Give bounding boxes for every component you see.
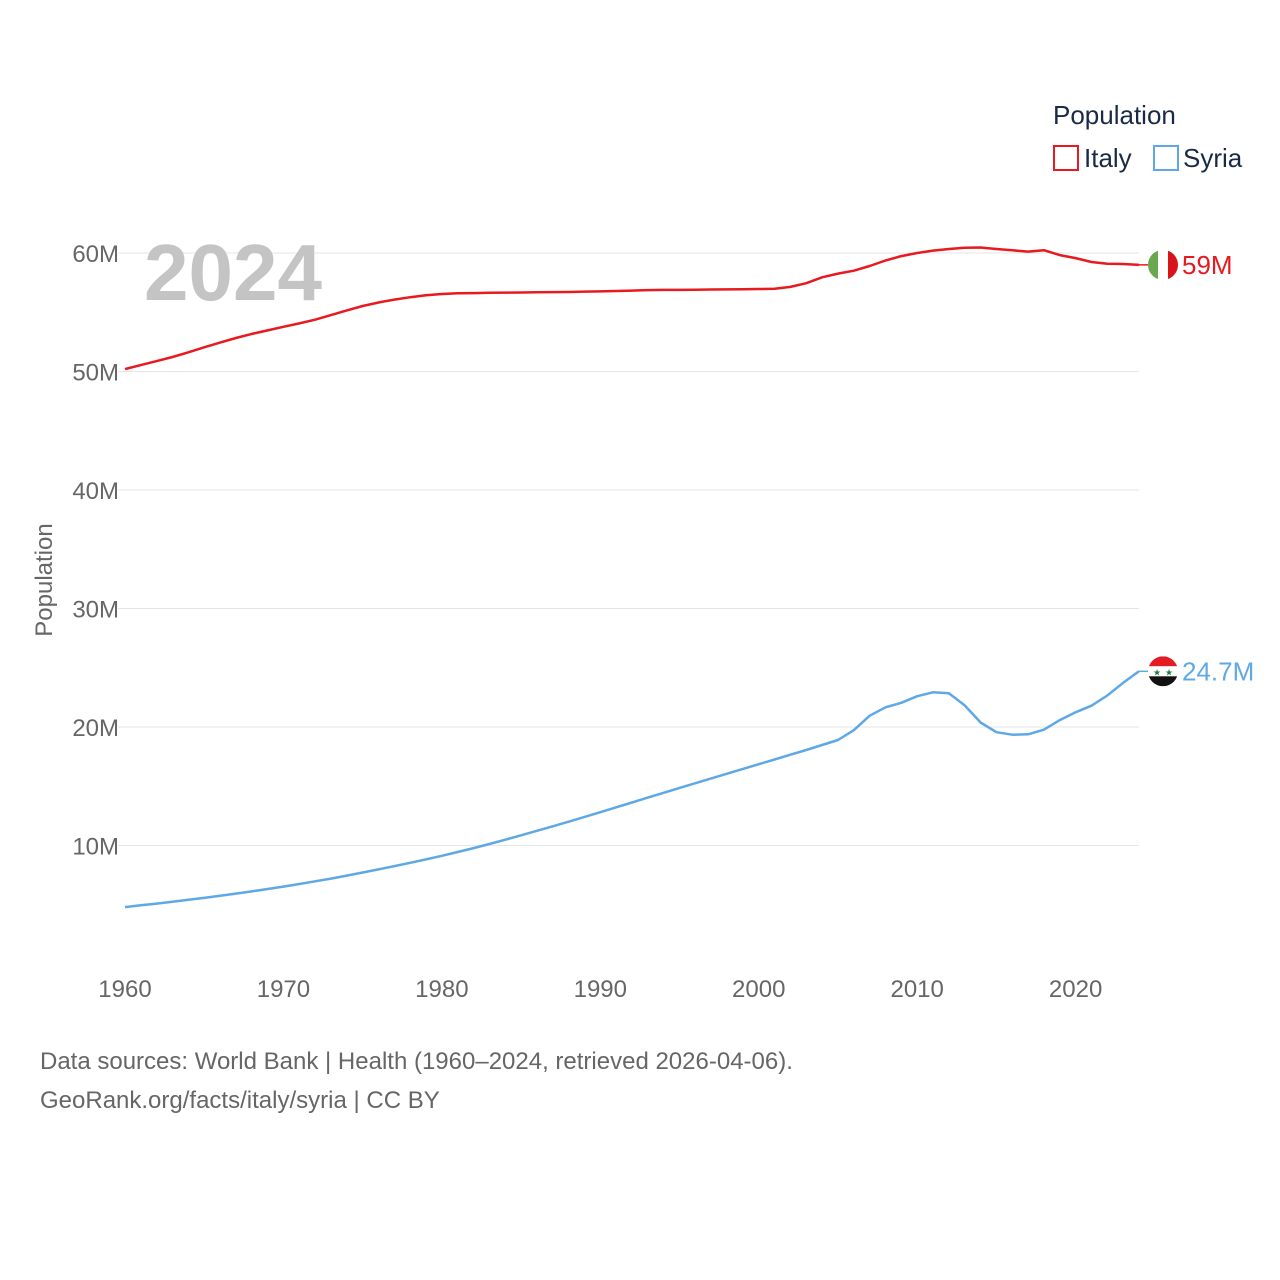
series-line-syria[interactable] (124, 670, 1140, 909)
series-end-markers: 59M★ ★ 24.7M (1139, 249, 1254, 687)
legend-label-italy: Italy (1084, 143, 1132, 173)
svg-text:★: ★ (1165, 667, 1173, 677)
legend-swatch-italy (1053, 145, 1079, 171)
source-line-1: Data sources: World Bank | Health (1960–… (40, 1048, 793, 1075)
grid-lines (118, 252, 1139, 846)
y-tick-label: 10M (72, 834, 119, 861)
legend-title: Population (1053, 100, 1176, 130)
y-tick-label: 40M (72, 478, 119, 505)
end-label-italy: 59M (1182, 250, 1233, 280)
x-axis-ticks: 1960 1970 1980 1990 2000 2010 2020 (98, 976, 1102, 1003)
x-tick-label: 1970 (257, 976, 310, 1003)
series-line-italy[interactable] (124, 246, 1140, 371)
y-tick-label: 60M (72, 241, 119, 268)
y-axis-ticks: 10M 20M 30M 40M 50M 60M (72, 241, 119, 861)
legend-label-syria: Syria (1183, 143, 1243, 173)
svg-text:★: ★ (1153, 667, 1161, 677)
legend-item-syria[interactable]: Syria (1153, 143, 1243, 173)
series-lines (124, 246, 1140, 909)
y-tick-label: 20M (72, 715, 119, 742)
year-label: 2024 (144, 228, 322, 317)
x-tick-label: 1980 (415, 976, 468, 1003)
syria-flag-icon: ★ ★ (1148, 656, 1178, 687)
italy-flag-icon (1148, 249, 1178, 280)
source-line-2[interactable]: GeoRank.org/facts/italy/syria | CC BY (40, 1087, 440, 1114)
x-tick-label: 2010 (890, 976, 943, 1003)
x-tick-label: 2000 (732, 976, 785, 1003)
x-tick-label: 2020 (1049, 976, 1102, 1003)
y-tick-label: 50M (72, 360, 119, 387)
x-tick-label: 1960 (98, 976, 151, 1003)
legend-item-italy[interactable]: Italy (1053, 143, 1132, 173)
legend: Population Italy Syria (1053, 100, 1243, 173)
y-axis-label: Population (31, 523, 58, 636)
x-tick-label: 1990 (574, 976, 627, 1003)
y-tick-label: 30M (72, 597, 119, 624)
end-label-syria: 24.7M (1182, 656, 1254, 686)
legend-swatch-syria (1153, 145, 1179, 171)
